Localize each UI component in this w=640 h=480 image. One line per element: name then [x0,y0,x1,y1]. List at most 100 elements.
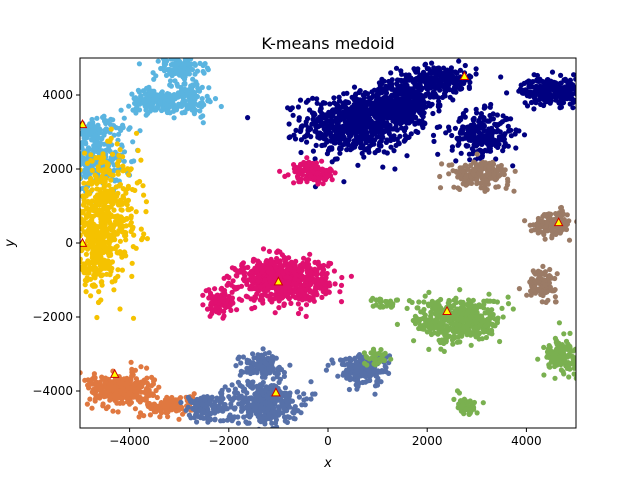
cluster-1-point [149,88,155,94]
cluster-3-point [234,307,240,313]
cluster-0-point [384,150,390,156]
cluster-1-point [69,182,74,187]
cluster-2-point [96,154,102,161]
cluster-3-point [314,170,320,176]
cluster-0-point [540,78,546,85]
cluster-2-point [93,226,99,232]
cluster-3-point [249,278,255,284]
cluster-0-point [312,121,318,127]
cluster-3-point [312,266,318,272]
cluster-0-point [308,134,314,140]
cluster-2-point [88,293,94,299]
cluster-3-point [267,295,273,301]
cluster-1-point [60,127,65,132]
cluster-1-point [169,100,175,106]
cluster-0-point [482,147,488,153]
cluster-1-point [184,89,190,96]
cluster-2-point [134,180,140,186]
cluster-2-point [127,222,133,228]
cluster-0-point [466,85,472,91]
cluster-2-point [63,192,68,197]
cluster-5-point [139,384,145,390]
cluster-1-point [73,183,78,188]
cluster-5-point [165,408,171,414]
cluster-4-point [535,215,542,222]
chart-title: K-means medoid [261,34,394,53]
cluster-3-point [272,263,279,269]
cluster-3-point [321,262,327,269]
cluster-2-point [87,266,93,272]
cluster-1-point [83,174,89,180]
cluster-0-point [463,142,469,149]
cluster-2-point [108,126,114,132]
cluster-2-point [106,266,112,272]
cluster-0-point [361,154,367,160]
cluster-0-point [396,77,402,83]
cluster-0-point [416,86,422,92]
cluster-4-point [550,288,556,294]
cluster-0-point [446,78,452,84]
cluster-0-point [329,145,335,151]
cluster-2-point [129,260,135,266]
cluster-1-point [182,51,187,56]
cluster-4-point [478,167,484,173]
cluster-0-point [574,98,576,104]
cluster-0-point [361,121,367,127]
cluster-2-point [108,224,114,230]
cluster-0-point [354,111,360,117]
cluster-3-point [302,293,308,299]
cluster-3-point [319,167,326,173]
cluster-0-point [322,100,328,106]
cluster-2-point [117,147,123,153]
cluster-3-point [200,292,206,298]
cluster-1-point [73,175,78,180]
cluster-2-point [115,171,121,177]
cluster-2-point [58,226,63,231]
cluster-3-point [316,281,322,287]
cluster-3-point [212,286,218,292]
cluster-2-point [104,271,110,277]
cluster-1-point [75,135,80,140]
cluster-2-point [133,209,139,215]
cluster-3-point [304,155,310,161]
cluster-3-point [275,295,281,301]
cluster-1-point [62,139,67,144]
cluster-2-point [109,151,116,157]
cluster-0-point [567,89,574,96]
cluster-0-point [537,88,543,94]
cluster-3-point [254,291,260,297]
cluster-1-point [134,97,140,103]
cluster-1-point [206,85,212,91]
cluster-1-point [121,149,128,155]
cluster-2-point [101,185,107,191]
cluster-4-point [480,178,486,185]
cluster-5-point [180,411,186,417]
cluster-3-point [243,293,249,299]
cluster-1-point [62,156,67,161]
cluster-3-point [207,313,213,319]
cluster-2-point [64,215,69,220]
cluster-2-point [72,256,77,261]
cluster-3-point [277,258,283,264]
cluster-1-point [95,125,101,131]
cluster-1-point [180,50,185,55]
cluster-1-point [193,43,198,48]
cluster-1-point [119,142,125,148]
cluster-3-point [307,276,313,282]
cluster-0-point [531,72,537,78]
cluster-0-point [558,72,564,78]
cluster-3-point [298,306,304,312]
cluster-4-point [491,171,497,177]
cluster-2-point [119,267,125,273]
cluster-1-point [64,155,69,160]
cluster-0-point [340,142,346,148]
cluster-2-point [80,208,86,214]
cluster-0-point [349,104,355,110]
cluster-0-point [398,83,404,89]
cluster-4-point [516,286,523,292]
cluster-0-point [345,111,351,117]
cluster-0-point [350,141,356,147]
cluster-2-point [88,152,94,158]
cluster-0-point [329,159,335,165]
cluster-3-point [266,248,272,254]
